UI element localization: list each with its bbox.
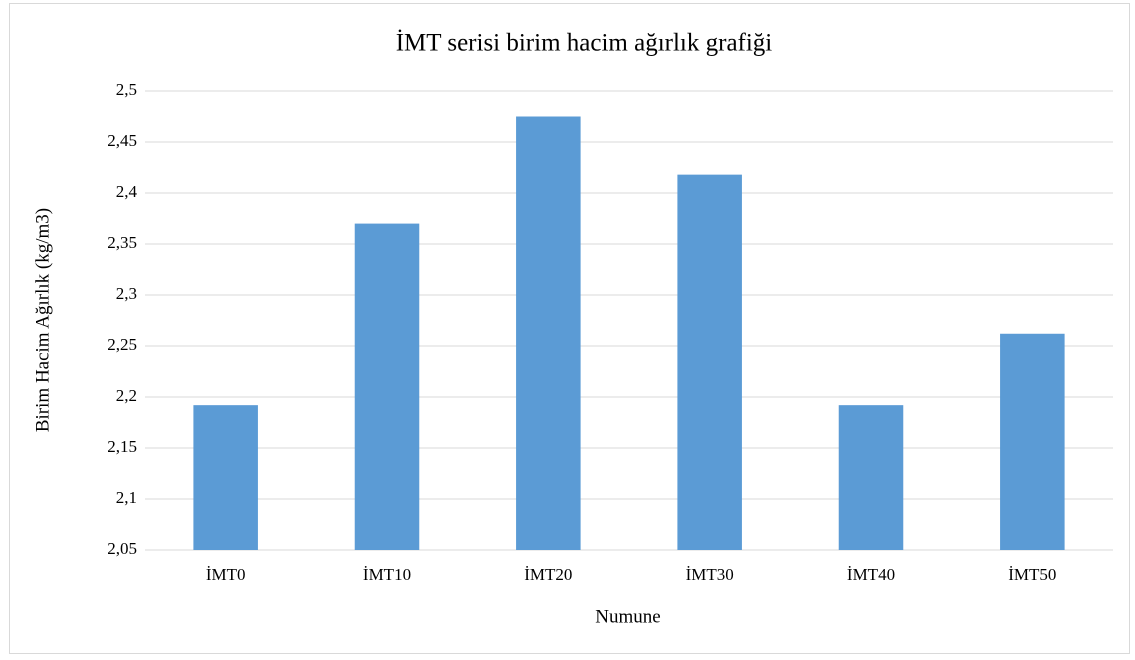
x-axis-label: Numune — [595, 606, 660, 627]
bar — [516, 116, 581, 550]
bar — [677, 174, 742, 550]
x-tick-label: İMT30 — [686, 565, 734, 584]
y-tick-label: 2,05 — [107, 539, 137, 558]
y-tick-label: 2,4 — [116, 182, 138, 201]
x-tick-label: İMT10 — [363, 565, 411, 584]
bar — [1000, 333, 1065, 550]
y-tick-label: 2,35 — [107, 233, 137, 252]
y-tick-label: 2,25 — [107, 335, 137, 354]
x-tick-label: İMT0 — [206, 565, 246, 584]
y-tick-label: 2,1 — [116, 488, 137, 507]
x-tick-label: İMT40 — [847, 565, 895, 584]
y-axis-label: Birim Hacim Ağırlık (kg/m3) — [32, 208, 53, 432]
x-tick-label: İMT20 — [524, 565, 572, 584]
bar — [193, 405, 258, 550]
bar — [838, 405, 904, 550]
bar — [354, 223, 420, 550]
chart-title: İMT serisi birim hacim ağırlık grafiği — [396, 30, 773, 57]
y-tick-label: 2,2 — [116, 386, 137, 405]
y-tick-label: 2,15 — [107, 437, 137, 456]
y-tick-label: 2,45 — [107, 131, 137, 150]
y-tick-label: 2,5 — [116, 80, 137, 99]
x-tick-label: İMT50 — [1008, 565, 1056, 584]
y-tick-label: 2,3 — [116, 284, 137, 303]
